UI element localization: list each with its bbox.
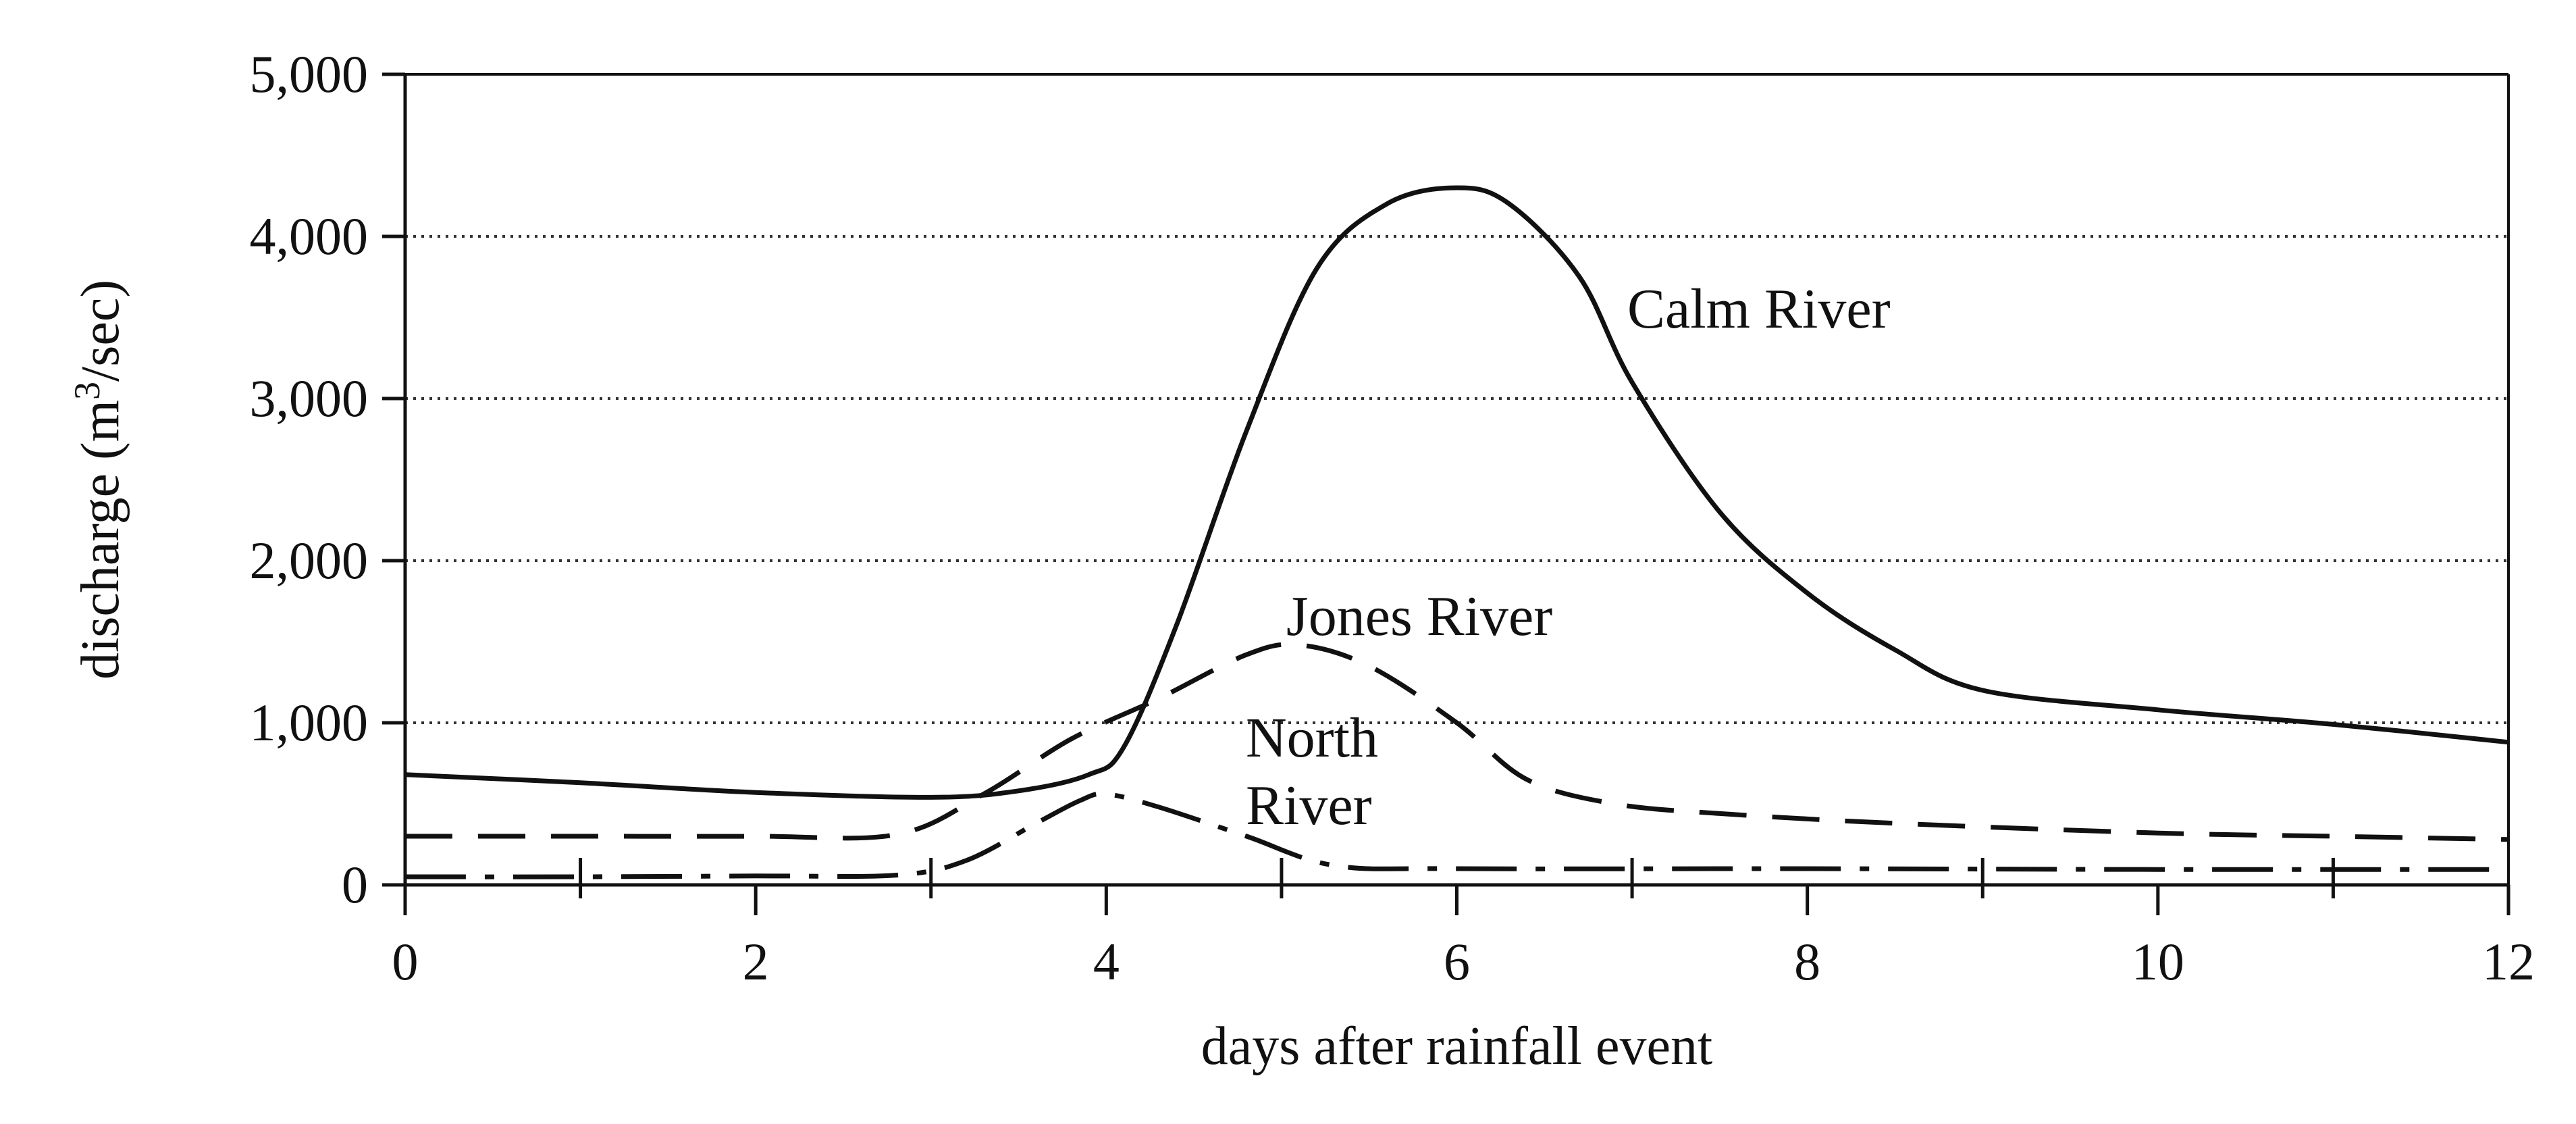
series-layer xyxy=(404,185,2509,879)
x-tick-label-0: 0 xyxy=(392,932,419,991)
axes-layer xyxy=(382,72,2511,915)
y-axis-label-main: discharge (m xyxy=(71,400,130,680)
y-tick-label-0: 0 xyxy=(342,855,368,914)
x-tick-label-3: 6 xyxy=(1444,932,1470,991)
x-tick-label-4: 8 xyxy=(1794,932,1820,991)
y-axis-label-end: /sec) xyxy=(71,280,130,382)
y-tick-label-5: 5,000 xyxy=(250,45,369,103)
series-line-calm-river xyxy=(404,185,2509,800)
y-tick-label-4: 4,000 xyxy=(250,207,369,265)
series-label-north-river-line1: North xyxy=(1246,707,1378,769)
x-tick-label-6: 12 xyxy=(2482,932,2535,991)
y-tick-label-1: 1,000 xyxy=(250,693,369,752)
x-axis-label: days after rainfall event xyxy=(1201,1017,1712,1076)
text-layer: days after rainfall event discharge (m3/… xyxy=(67,45,2535,1076)
y-axis-label-superscript: 3 xyxy=(67,382,107,400)
series-label-jones-river: Jones River xyxy=(1286,585,1552,648)
y-axis-label: discharge (m3/sec) xyxy=(67,280,130,680)
series-label-north-river-line2: River xyxy=(1246,774,1372,837)
y-tick-label-3: 3,000 xyxy=(250,369,369,428)
series-label-calm-river: Calm River xyxy=(1627,278,1891,340)
x-tick-label-1: 2 xyxy=(743,932,769,991)
x-tick-label-2: 4 xyxy=(1093,932,1120,991)
series-line-jones-river xyxy=(405,642,2509,842)
x-tick-label-5: 10 xyxy=(2132,932,2184,991)
y-tick-label-2: 2,000 xyxy=(250,531,369,590)
series-line-north-river xyxy=(404,791,2509,879)
